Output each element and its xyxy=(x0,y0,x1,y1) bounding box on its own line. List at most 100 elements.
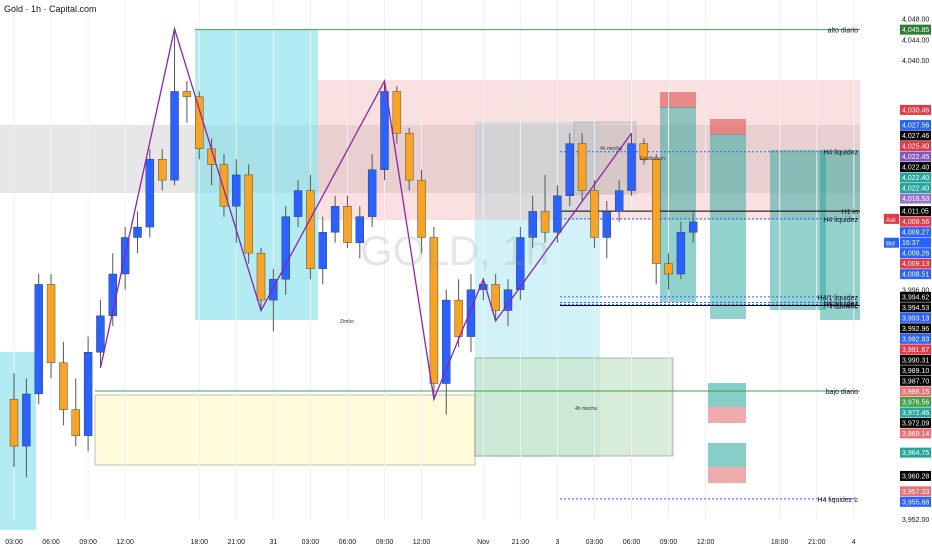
price-label-box xyxy=(900,486,931,497)
price-label-text: 3,960.28 xyxy=(902,473,929,480)
price-label-box xyxy=(900,312,931,323)
price-label-text: 3,989.10 xyxy=(902,368,929,375)
trade-box-green-small xyxy=(708,443,746,467)
candle-body xyxy=(503,289,513,311)
price-label-text: 3,994.62 xyxy=(902,294,929,301)
price-label-box xyxy=(900,333,931,344)
time-tick-label: 3 xyxy=(555,539,559,546)
price-label-text: 4,022.40 xyxy=(902,165,929,172)
price-tick-label: 3,952.00 xyxy=(902,517,929,524)
annotation-layer: 4h mecha 4h mecha Equilibrium Zimbo GOLD, 1h xyxy=(340,146,665,412)
price-label-box xyxy=(900,104,931,115)
price-label-text: 3,993.13 xyxy=(902,315,929,322)
zone-green xyxy=(474,357,674,457)
candle-body xyxy=(565,143,574,196)
candle-body xyxy=(46,284,56,363)
candle-body xyxy=(83,352,93,436)
candle-body xyxy=(442,299,451,384)
level-label: H1 in xyxy=(842,209,858,216)
ask-tag xyxy=(884,213,899,224)
price-tick-label: 4,040.00 xyxy=(902,58,929,65)
price-label-text: 3,972.46 xyxy=(902,410,929,417)
price-label-text: 3,987.70 xyxy=(902,378,929,385)
price-label-text: 3,992.93 xyxy=(902,336,929,343)
price-label-box xyxy=(900,428,931,439)
price-label-text: 3,976.56 xyxy=(902,399,929,406)
price-label-text: 4,030.46 xyxy=(902,107,929,114)
price-tick-label: 3,996.00 xyxy=(902,288,929,295)
price-label-text: 4,045.85 xyxy=(902,27,929,34)
price-label-box xyxy=(900,417,931,428)
candle-body xyxy=(614,190,624,212)
price-label-box xyxy=(900,162,931,173)
candle-body xyxy=(59,362,68,410)
chart-annotation: 4h mecha xyxy=(600,146,622,152)
chart-annotation: Equilibrium xyxy=(640,156,665,162)
time-tick-label: 21:00 xyxy=(512,539,530,546)
zigzag-line xyxy=(99,26,633,402)
price-label-box xyxy=(900,120,931,131)
candle-body xyxy=(71,409,80,436)
candle-body xyxy=(528,211,537,238)
bid-label: Bid xyxy=(886,242,895,248)
time-tick-label: 09:00 xyxy=(79,539,97,546)
candle-body xyxy=(293,190,303,217)
price-label-text: 4,009.26 xyxy=(902,251,929,258)
time-tick-label: 18:00 xyxy=(190,539,208,546)
candle-body xyxy=(479,284,488,290)
candle-body xyxy=(22,393,31,447)
time-axis-bg xyxy=(0,530,932,550)
time-tick-label: 03:00 xyxy=(5,539,23,546)
zone-cyan-mid xyxy=(195,30,318,320)
candle-body xyxy=(96,315,105,353)
time-tick-label: 09:00 xyxy=(660,539,678,546)
price-label-box xyxy=(900,344,931,355)
price-label-box xyxy=(900,269,931,280)
candles-layer xyxy=(9,28,698,478)
candle-body xyxy=(454,299,463,337)
candle-body xyxy=(355,216,364,243)
price-label-box xyxy=(900,323,931,334)
candle-body xyxy=(269,279,278,301)
chart-annotation: Zimbo xyxy=(340,319,354,325)
level-label: H4 liquidez xyxy=(823,301,858,308)
price-tick-label: 4,048.00 xyxy=(902,16,929,23)
time-tick-label: 12:00 xyxy=(116,539,134,546)
candle-body xyxy=(602,211,611,238)
time-tick-label: 06:00 xyxy=(339,539,357,546)
price-label-box xyxy=(900,227,931,238)
zone-yellow xyxy=(94,394,476,466)
candle-body xyxy=(182,91,192,97)
candle-body xyxy=(664,263,673,275)
candle-body xyxy=(590,190,599,238)
time-tick-label: 31 xyxy=(269,539,277,546)
price-label-text: 4,008.51 xyxy=(902,272,929,279)
candle-body xyxy=(417,179,426,238)
price-label-text: 4,009.56 xyxy=(902,219,929,226)
candle-body xyxy=(553,195,562,233)
price-label-box xyxy=(900,470,931,481)
candle-body xyxy=(466,289,476,337)
price-label-text: 3,990.31 xyxy=(902,357,929,364)
price-label-text: 3,964.75 xyxy=(902,450,929,457)
candle-body xyxy=(256,252,266,301)
candle-body xyxy=(627,143,636,191)
price-label-box xyxy=(900,151,931,162)
candle-body xyxy=(380,91,389,170)
chart-title: Gold · 1h · Capital.com xyxy=(4,4,97,14)
price-label-box xyxy=(900,396,931,407)
watermark: GOLD, 1h xyxy=(360,227,549,274)
price-label-box xyxy=(900,291,931,302)
time-tick-label: 18:00 xyxy=(771,539,789,546)
trade-box-green xyxy=(770,150,826,310)
trade-box-red xyxy=(710,119,746,135)
candle-body xyxy=(392,91,402,134)
time-tick-label: 4 xyxy=(852,539,856,546)
price-label-box xyxy=(900,447,931,458)
time-axis: 03:00 06:00 09:00 12:00 18:00 21:00 31 03:00 06:… xyxy=(0,530,932,550)
price-label-box xyxy=(900,172,931,183)
price-label-box xyxy=(900,354,931,365)
